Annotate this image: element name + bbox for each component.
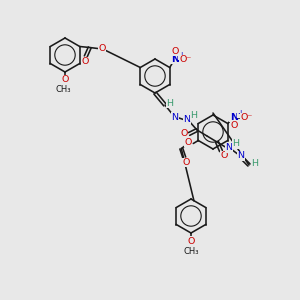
Text: N: N [184, 116, 190, 124]
Text: O: O [98, 44, 105, 53]
Text: +: + [238, 109, 244, 118]
Text: N: N [226, 143, 232, 152]
Text: O: O [183, 158, 190, 167]
Text: O: O [171, 47, 178, 56]
Text: O: O [184, 138, 192, 147]
Text: H: H [251, 158, 259, 167]
Text: N: N [238, 152, 244, 160]
Text: O: O [220, 152, 228, 160]
Text: O: O [230, 121, 237, 130]
Text: O: O [180, 130, 188, 139]
Text: +: + [178, 51, 185, 60]
Text: N: N [230, 113, 238, 122]
Text: O: O [187, 236, 195, 245]
Text: O: O [61, 76, 69, 85]
Text: N: N [172, 112, 178, 122]
Text: CH₃: CH₃ [183, 247, 199, 256]
Text: H: H [232, 140, 239, 148]
Text: O: O [81, 57, 88, 66]
Text: H: H [190, 112, 197, 121]
Text: H: H [167, 98, 173, 107]
Text: O⁻: O⁻ [179, 55, 192, 64]
Text: CH₃: CH₃ [55, 85, 71, 94]
Text: N: N [171, 55, 179, 64]
Text: O⁻: O⁻ [241, 113, 253, 122]
